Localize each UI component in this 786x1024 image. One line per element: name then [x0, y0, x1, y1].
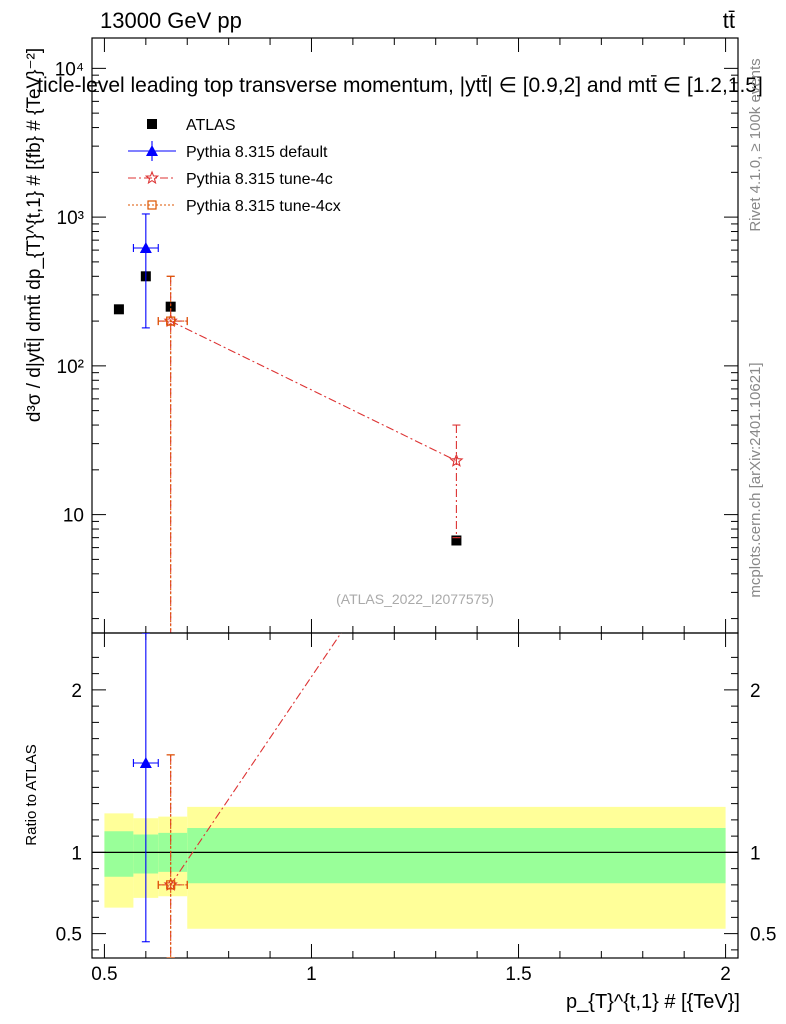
main-y-tick-label: 10⁴ — [55, 59, 84, 80]
plot-title: ticle-level leading top transverse momen… — [37, 74, 763, 97]
point-pythia_default-0 — [139, 241, 152, 253]
x-tick-label: 1.5 — [505, 964, 531, 985]
ratio-y-tick-label-right: 0.5 — [750, 925, 776, 946]
ratio-band-inner-3 — [187, 828, 726, 884]
ratio-y-axis-label: Ratio to ATLAS — [23, 744, 40, 845]
point-pythia_4cx-0 — [166, 316, 176, 326]
ratio-point-pythia_4cx-0 — [166, 880, 176, 890]
point-atlas-0 — [113, 304, 124, 315]
main-y-axis-label: d³σ / d|ytt̄| dmtt̄ dp_{T}^{t,1} # [{fb}… — [24, 48, 45, 422]
analysis-id: (ATLAS_2022_I2077575) — [336, 591, 494, 607]
ratio-point-pythia_default-0 — [139, 757, 152, 768]
point-pythia_4c-1 — [449, 453, 464, 467]
ratio-series-group — [132, 633, 342, 958]
legend-marker-atlas — [147, 119, 157, 129]
x-tick-label: 2 — [720, 964, 731, 985]
legend-label-atlas: ATLAS — [186, 117, 236, 134]
side-text-mcplots: mcplots.cern.ch [arXiv:2401.10621] — [747, 362, 764, 597]
legend-label-pythia_4c: Pythia 8.315 tune-4c — [186, 171, 333, 188]
legend-label-pythia_default: Pythia 8.315 default — [186, 144, 328, 161]
ratio-y-tick-label-right: 1 — [750, 843, 761, 864]
x-tick-label: 1 — [306, 964, 317, 985]
series-line-pythia-4c — [170, 320, 457, 462]
legend-label-pythia_4cx: Pythia 8.315 tune-4cx — [186, 198, 341, 215]
point-atlas-3 — [451, 535, 462, 546]
ratio-y-tick-label: 0.5 — [56, 925, 82, 946]
ratio-panel: 0.5 1 1.5 2 0.5 0.5 1 1 2 2 — [56, 632, 776, 985]
legend-marker-pythia_default — [146, 145, 158, 156]
ratio-band-inner-0 — [104, 831, 134, 877]
energy-label: 13000 GeV pp — [100, 8, 242, 33]
side-text-rivet: Rivet 4.1.0, ≥ 100k events — [747, 58, 764, 231]
main-y-tick-label: 10² — [57, 357, 84, 378]
x-tick-label: 0.5 — [91, 964, 117, 985]
ratio-y-tick-label: 1 — [71, 843, 82, 864]
process-label: tt̄ — [723, 8, 735, 33]
main-y-tick-label: 10 — [63, 506, 84, 527]
legend: ATLAS Pythia 8.315 default Pythia 8.315 tu… — [128, 117, 341, 215]
legend-marker-pythia_4cx — [147, 200, 157, 210]
main-y-tick-label: 10³ — [57, 208, 84, 229]
ratio-line-pythia-4c — [170, 633, 342, 886]
legend-marker-pythia_4c — [144, 170, 160, 185]
ratio-frame — [91, 632, 739, 959]
x-axis-label: p_{T}^{t,1} # [{TeV}] — [566, 991, 740, 1013]
point-atlas-2 — [165, 301, 176, 312]
ratio-y-tick-label: 2 — [71, 681, 82, 702]
ratio-y-tick-label-right: 2 — [750, 681, 761, 702]
